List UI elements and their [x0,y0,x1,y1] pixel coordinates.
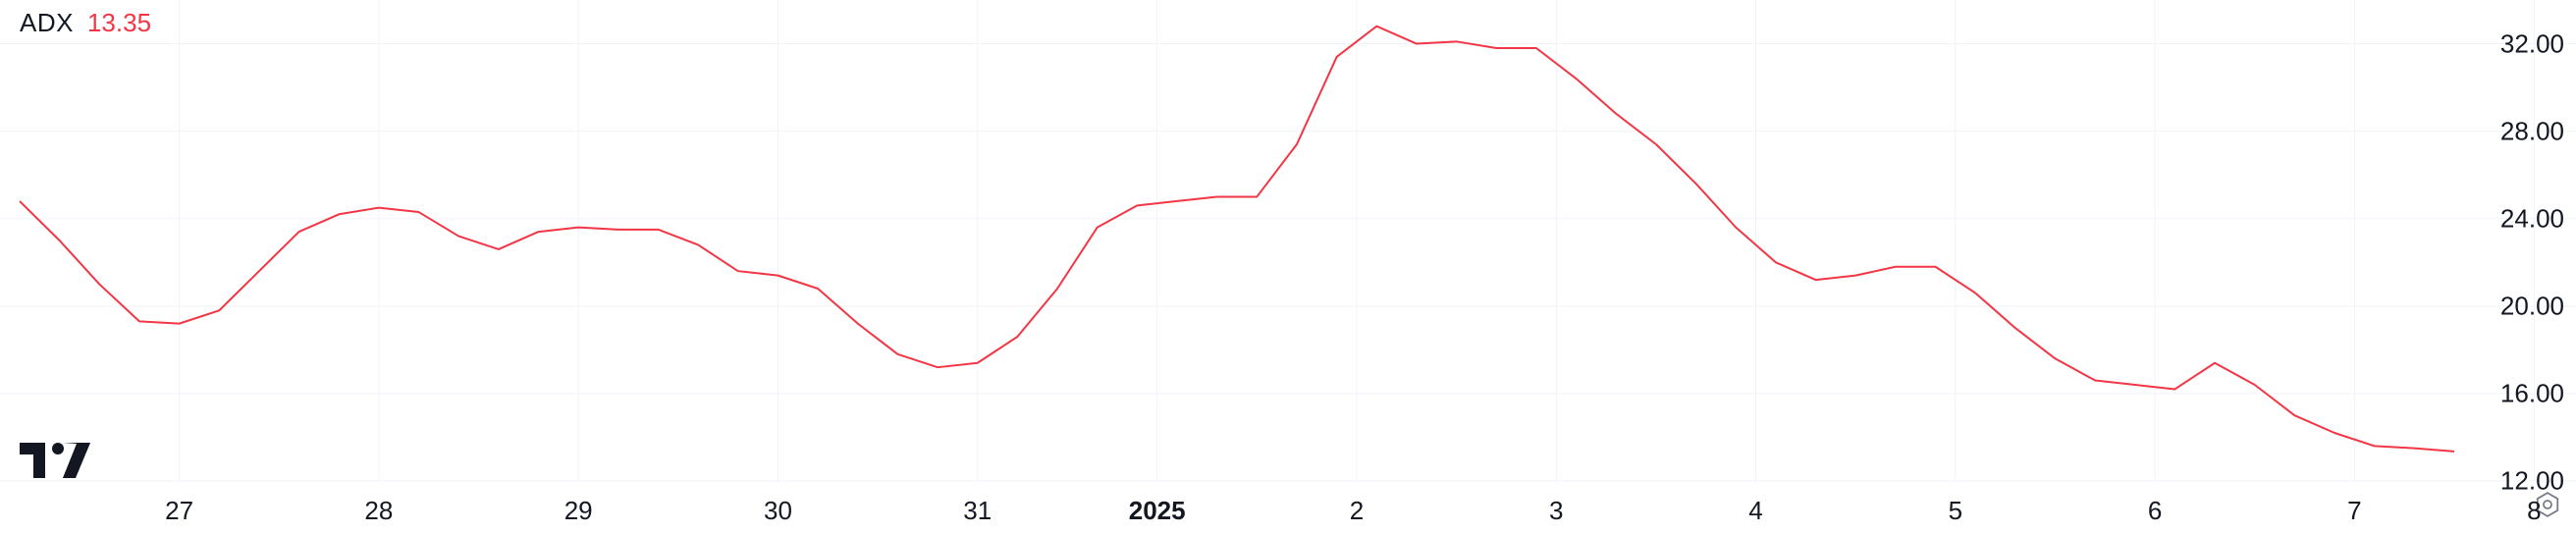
indicator-value: 13.35 [87,8,151,38]
x-axis-label: 28 [364,496,393,526]
x-axis-label: 4 [1748,496,1762,526]
x-axis-label: 2025 [1129,496,1186,526]
x-axis-label: 3 [1549,496,1563,526]
x-axis-label: 27 [165,496,193,526]
y-axis-label: 16.00 [2500,378,2564,408]
x-axis-label: 6 [2148,496,2162,526]
y-axis-label: 28.00 [2500,116,2564,146]
y-axis-label: 24.00 [2500,203,2564,234]
chart-container: ADX 13.35 32.00 28.00 24.00 20.00 16.00 12.00… [0,0,2576,534]
chart-svg [0,0,2576,534]
y-axis-label: 20.00 [2500,291,2564,321]
indicator-name: ADX [20,8,74,38]
x-axis-label: 2 [1350,496,1364,526]
y-axis-label: 32.00 [2500,28,2564,59]
x-axis-label: 7 [2347,496,2361,526]
adx-line [20,27,2454,452]
x-axis-label: 31 [963,496,992,526]
tradingview-logo[interactable] [20,443,90,483]
x-axis-label: 5 [1949,496,1962,526]
x-axis-label: 8 [2527,496,2541,526]
y-axis-label: 12.00 [2500,466,2564,497]
x-axis-label: 29 [564,496,593,526]
indicator-legend[interactable]: ADX 13.35 [20,8,151,38]
x-axis-label: 30 [764,496,792,526]
